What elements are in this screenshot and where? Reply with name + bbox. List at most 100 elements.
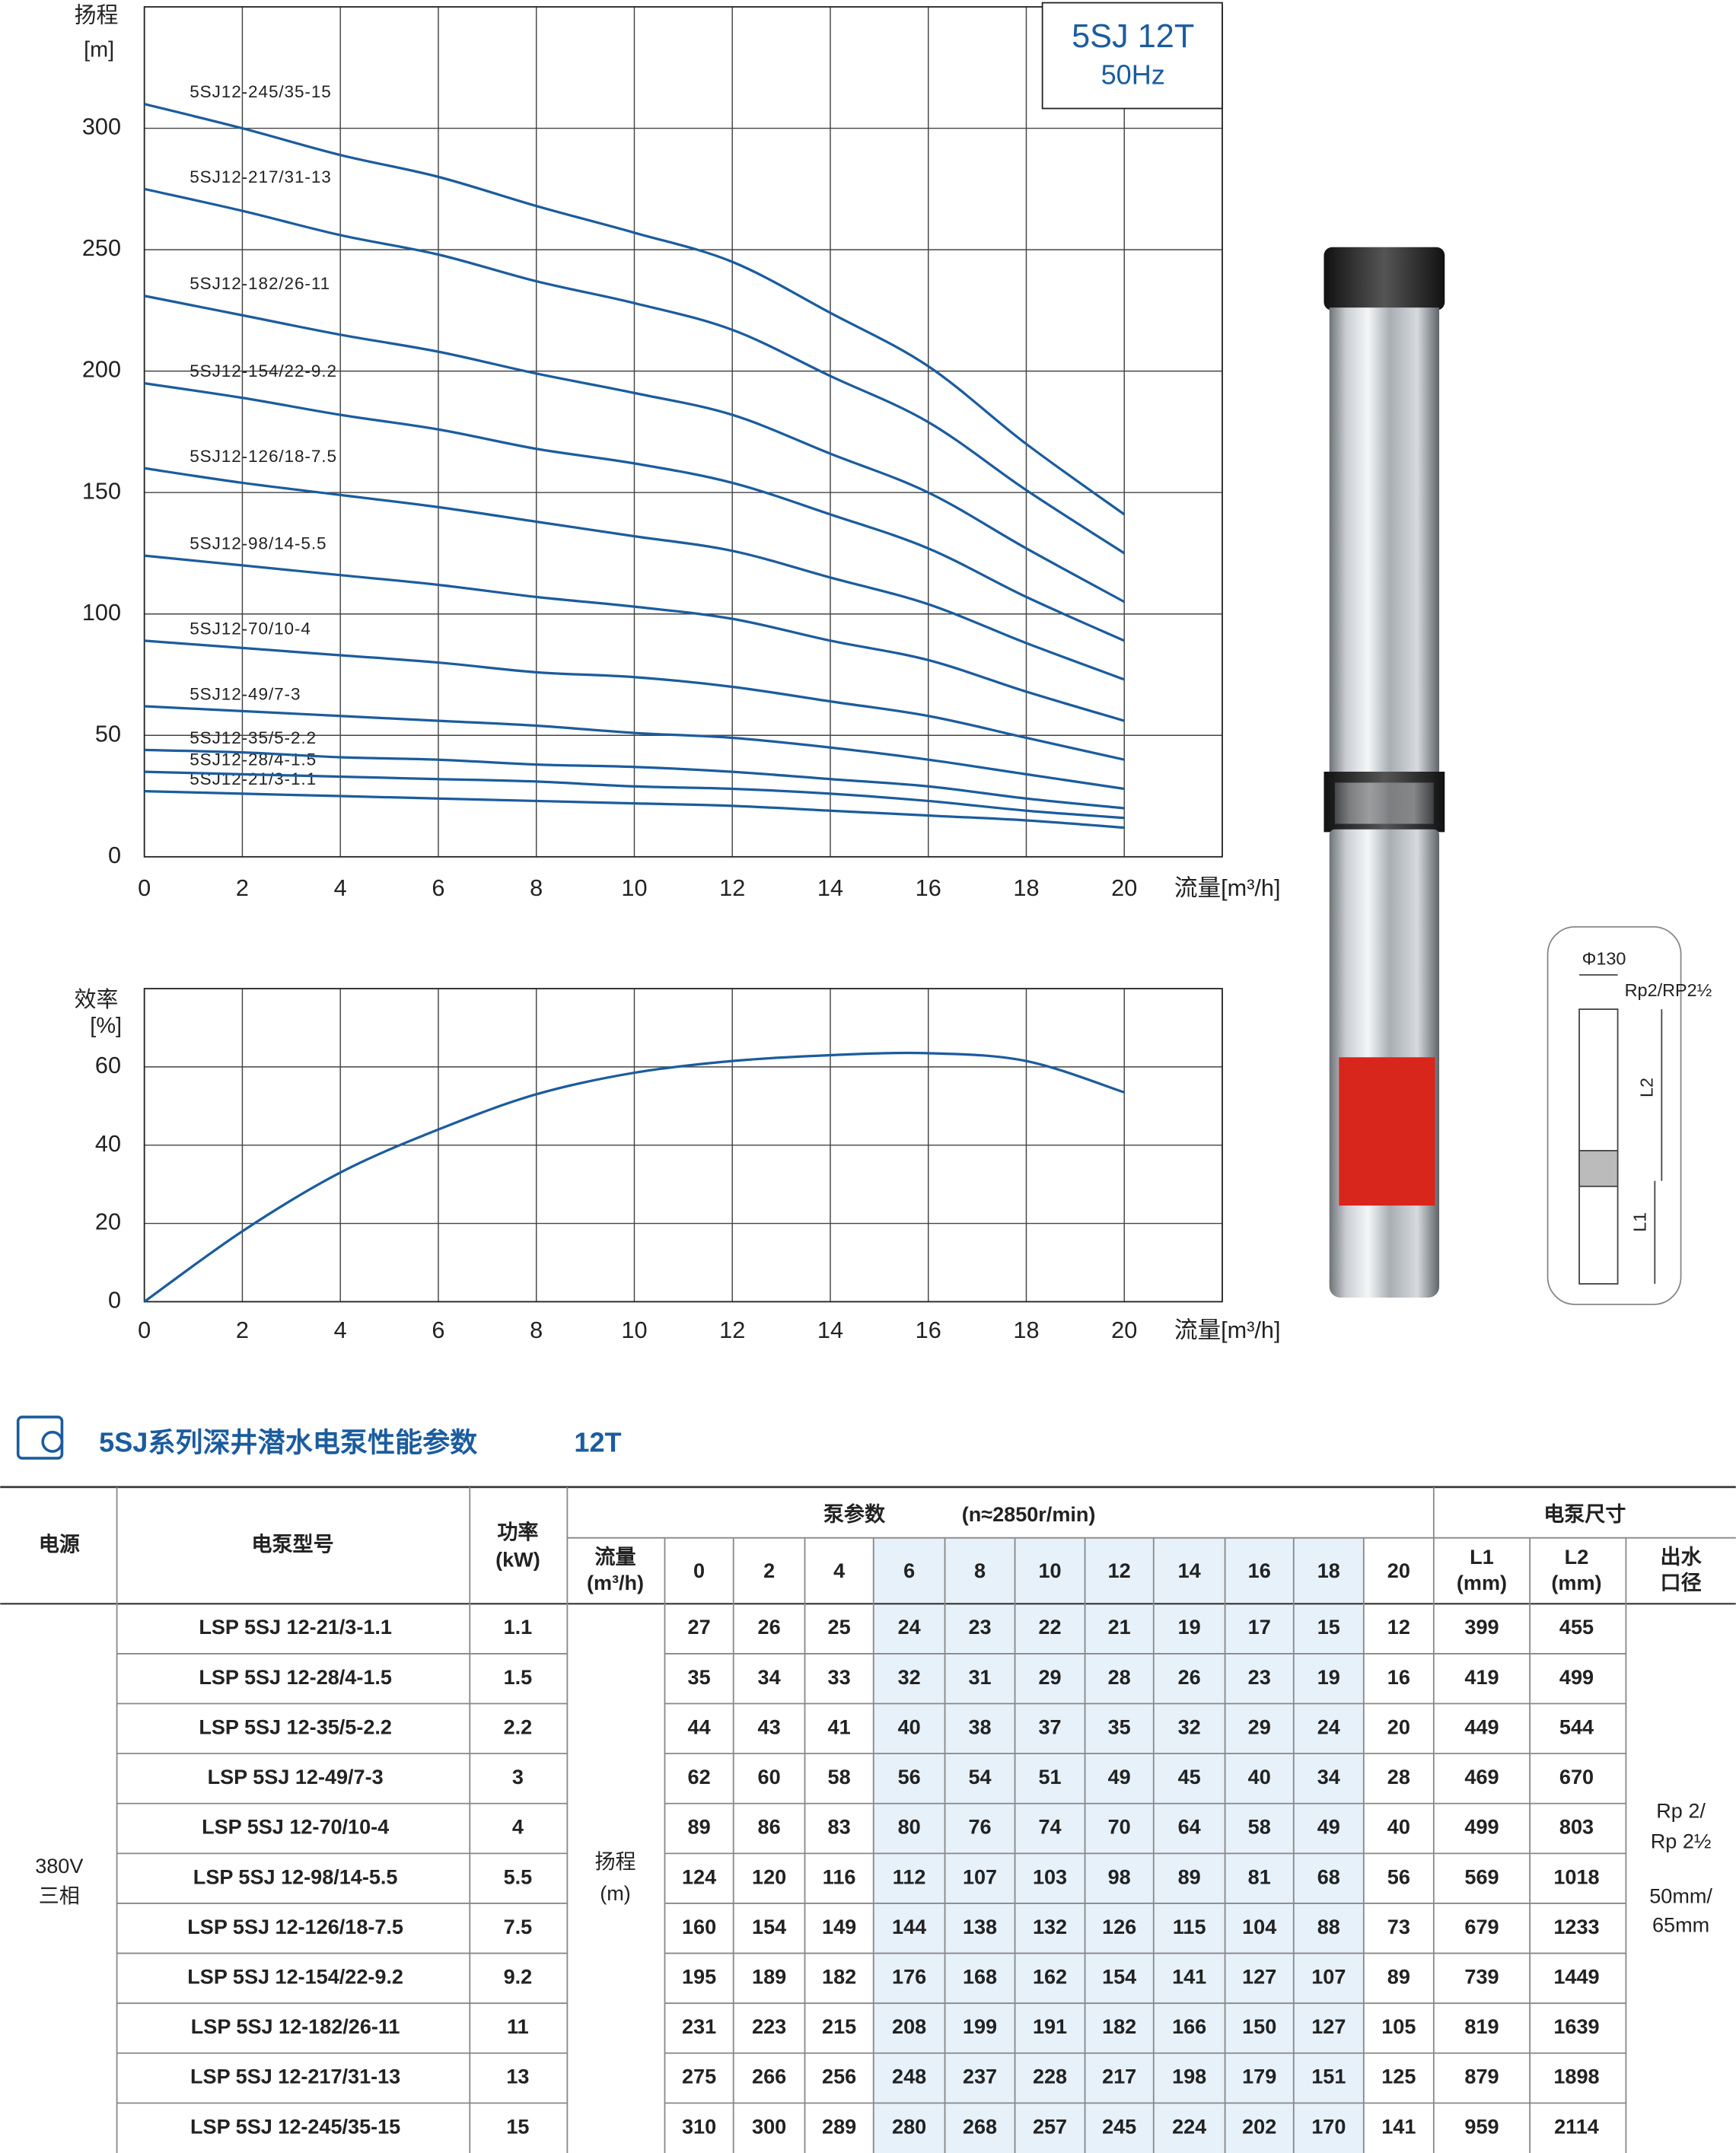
table-cell: 107: [963, 1865, 997, 1888]
diagram-diameter: Φ130: [1582, 948, 1626, 968]
table-cell: 237: [963, 2065, 997, 2088]
table-cell: 162: [1033, 1966, 1067, 1989]
table-cell: 2.2: [504, 1715, 533, 1738]
x-tick-label: 18: [1013, 875, 1039, 901]
table-cell: 124: [682, 1865, 716, 1888]
table-cell: 28: [1108, 1666, 1131, 1689]
data-line: [144, 382, 1125, 642]
table-cell: 扬程: [594, 1850, 635, 1873]
x-tick-label: 8: [530, 1317, 543, 1343]
table-cell: 739: [1464, 1966, 1499, 1989]
data-line: [144, 187, 1126, 555]
x-tick-label: 20: [1111, 1317, 1137, 1343]
table-cell: 51: [1039, 1766, 1062, 1788]
series-label: 5SJ12-35/5-2.2: [190, 728, 317, 747]
table-header: (mm): [1457, 1572, 1507, 1594]
series-label: 5SJ12-182/26-11: [190, 274, 330, 293]
table-cell: 679: [1464, 1916, 1499, 1938]
chart: 0 20 40 60 0 2 4 6 8 10 12 14 16 18 20 效率[%] 流量[m³/h]: [75, 988, 1281, 1343]
pump-photo: [1324, 247, 1445, 1298]
table-cell: 1639: [1553, 2015, 1599, 2038]
data-line: [144, 295, 1126, 604]
table-cell: 70: [1108, 1816, 1131, 1839]
x-tick-label: 12: [719, 1317, 745, 1343]
pump-body: [1329, 307, 1440, 775]
table-cell: 83: [828, 1816, 851, 1839]
table-header: 流量: [594, 1546, 635, 1569]
y-tick-label: 50: [95, 721, 121, 747]
table-cell: 20: [1387, 1715, 1410, 1738]
table-header: 口径: [1661, 1572, 1702, 1594]
table-header: 0: [693, 1559, 705, 1582]
table-cell: 257: [1033, 2115, 1067, 2138]
table-cell: 73: [1387, 1916, 1410, 1938]
y-tick-label: 0: [108, 1287, 121, 1313]
series-label: 5SJ12-126/18-7.5: [190, 447, 337, 466]
table-cell: 223: [752, 2015, 786, 2038]
table-cell: 176: [892, 1966, 926, 1989]
table-cell: 150: [1242, 2015, 1276, 2038]
x-tick-label: 2: [236, 1317, 249, 1343]
table-cell: 198: [1172, 2065, 1206, 2088]
table-cell: 7.5: [504, 1916, 533, 1938]
table-cell: 419: [1464, 1666, 1499, 1689]
table-cell: 32: [1178, 1715, 1201, 1738]
data-line: [144, 748, 1125, 810]
series-label: 5SJ12-49/7-3: [190, 685, 301, 704]
table-cell: 34: [1317, 1766, 1340, 1788]
table-cell: 28: [1387, 1766, 1410, 1788]
x-tick-label: 16: [916, 1317, 941, 1343]
table-header: 20: [1387, 1559, 1410, 1582]
table-cell: 116: [823, 1865, 856, 1888]
table-cell: 86: [758, 1816, 781, 1839]
table-cell: LSP 5SJ 12-217/31-13: [190, 2065, 400, 2088]
table-cell: 三相: [39, 1885, 80, 1908]
table-cell: 199: [963, 2015, 997, 2038]
table-cell: 105: [1381, 2015, 1416, 2038]
x-tick-label: 6: [432, 875, 444, 901]
table-cell: 13: [506, 2065, 529, 2088]
pump-cap: [1324, 247, 1445, 311]
table-cell: 149: [822, 1916, 856, 1938]
data-line: [144, 770, 1125, 820]
table-cell: 1898: [1553, 2065, 1599, 2088]
table-cell: 449: [1464, 1715, 1499, 1738]
table-cell: 127: [1311, 2015, 1346, 2038]
table-cell: 50mm/: [1649, 1885, 1712, 1908]
table-cell: 132: [1033, 1916, 1067, 1938]
pump-label: [1339, 1057, 1435, 1206]
table-cell: 44: [688, 1715, 711, 1738]
series-label: 5SJ12-70/10-4: [190, 619, 311, 638]
x-tick-label: 4: [334, 875, 347, 901]
y-tick-label: 100: [82, 600, 121, 626]
table-cell: 266: [752, 2065, 786, 2088]
highlight-columns: [873, 1537, 1364, 2153]
x-tick-label: 4: [334, 1317, 347, 1343]
table-cell: 76: [968, 1816, 991, 1839]
diagram-frame: [1546, 925, 1682, 1305]
table-header: 2: [763, 1559, 775, 1582]
table-cell: 879: [1464, 2065, 1499, 2088]
table-cell: 40: [1248, 1766, 1271, 1788]
table-header: 18: [1317, 1559, 1340, 1582]
table-cell: 25: [828, 1616, 851, 1639]
table-cell: 29: [1248, 1715, 1271, 1738]
table-cell: 49: [1108, 1766, 1131, 1788]
table-cell: 103: [1033, 1865, 1067, 1888]
table-cell: 166: [1172, 2015, 1206, 2038]
table-cell: 380V: [35, 1855, 83, 1878]
table-cell: 4: [512, 1816, 524, 1839]
table-cell: LSP 5SJ 12-70/10-4: [202, 1816, 389, 1839]
diagram-l2: L2: [1636, 1078, 1656, 1097]
x-tick-label: 14: [817, 875, 843, 901]
y-tick-label: 0: [108, 842, 121, 868]
table-header: L1: [1470, 1546, 1494, 1569]
table-cell: 45: [1178, 1766, 1201, 1788]
data-line: [144, 554, 1125, 722]
table-header: 16: [1248, 1559, 1271, 1582]
table-cell: 9.2: [504, 1966, 533, 1989]
title-box: [1041, 2, 1223, 110]
y-axis-label: 效率: [75, 988, 119, 1012]
table-cell: 35: [688, 1666, 711, 1689]
